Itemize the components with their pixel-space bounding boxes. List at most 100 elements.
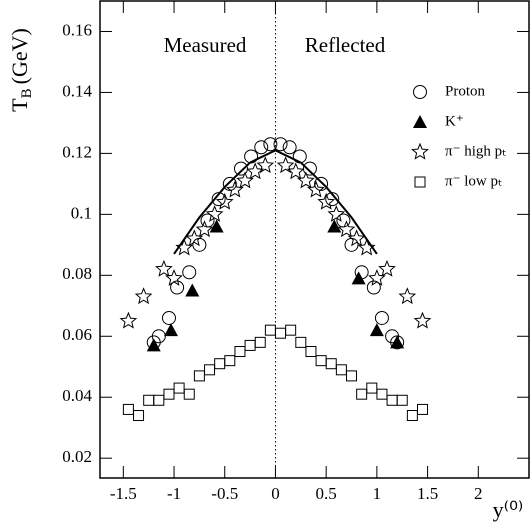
- x-tick-label: -0.5: [211, 484, 238, 503]
- marker-square: [204, 364, 216, 376]
- marker-square: [244, 339, 256, 351]
- y-label-unit: (GeV): [7, 28, 32, 84]
- x-tick-label: 1: [373, 484, 382, 503]
- marker-square: [254, 336, 266, 348]
- marker-square: [264, 324, 276, 336]
- marker-square: [406, 410, 418, 422]
- marker-square: [396, 394, 408, 406]
- marker-square: [325, 358, 337, 370]
- marker-circle: [273, 137, 288, 152]
- marker-triangle: [351, 271, 366, 285]
- y-tick-label: 0.14: [62, 81, 92, 100]
- x-tick-label: -1: [167, 484, 181, 503]
- legend-label: K⁺: [445, 113, 464, 129]
- marker-square: [193, 370, 205, 382]
- marker-star: [119, 311, 138, 329]
- marker-star: [297, 171, 315, 189]
- marker-square: [275, 327, 287, 339]
- marker-square: [153, 394, 165, 406]
- marker-triangle: [327, 219, 342, 233]
- marker-triangle: [185, 283, 200, 297]
- x-tick-label: 1.5: [417, 484, 438, 503]
- marker-star: [378, 259, 396, 277]
- marker-triangle: [369, 323, 384, 337]
- x-axis-label: y⁽⁰⁾: [493, 497, 524, 522]
- annotation: Reflected: [305, 33, 386, 57]
- marker-star: [357, 238, 376, 256]
- legend-label: π⁻ low pₜ: [445, 173, 502, 189]
- marker-square: [122, 403, 134, 415]
- marker-star: [327, 205, 346, 222]
- marker-star: [398, 287, 417, 305]
- marker-square: [305, 346, 317, 358]
- marker-square: [346, 370, 358, 382]
- marker-square: [417, 403, 429, 415]
- legend-label: π⁻ high pₜ: [445, 143, 507, 159]
- marker-square: [173, 382, 185, 394]
- marker-square: [335, 364, 347, 376]
- marker-star: [215, 192, 234, 210]
- marker-square: [285, 324, 297, 336]
- marker-square: [143, 394, 155, 406]
- marker-square: [295, 336, 307, 348]
- marker-circle: [314, 176, 329, 191]
- y-tick-label: 0.04: [62, 386, 92, 405]
- y-tick-label: 0.08: [62, 264, 92, 283]
- marker-circle: [151, 329, 166, 344]
- marker-circle: [366, 280, 381, 295]
- marker-circle: [182, 265, 197, 280]
- marker-circle: [170, 280, 185, 295]
- marker-circle: [263, 137, 278, 152]
- y-tick-label: 0.1: [71, 203, 92, 222]
- marker-star: [205, 205, 224, 222]
- x-tick-label: 2: [474, 484, 483, 503]
- x-tick-label: 0: [271, 484, 280, 503]
- marker-star: [256, 156, 275, 174]
- marker-circle: [161, 310, 176, 325]
- marker-star: [307, 180, 325, 198]
- marker-square: [376, 388, 388, 400]
- marker-star: [134, 287, 153, 305]
- y-tick-label: 0.02: [62, 447, 92, 466]
- plot-frame: [99, 0, 530, 479]
- fit-curve: [173, 149, 378, 255]
- marker-square: [224, 355, 236, 367]
- marker-square: [234, 346, 246, 358]
- marker-square: [356, 388, 368, 400]
- marker-star: [368, 269, 386, 286]
- marker-triangle: [209, 219, 224, 233]
- marker-star: [155, 259, 173, 277]
- marker-circle: [374, 310, 389, 325]
- legend-marker: [411, 142, 429, 160]
- annotation: Measured: [164, 33, 247, 57]
- y-tick-label: 0.12: [62, 142, 92, 161]
- marker-circle: [302, 161, 317, 176]
- marker-circle: [211, 192, 226, 207]
- y-axis-label: TB (GeV): [7, 28, 35, 112]
- marker-square: [386, 394, 398, 406]
- marker-star: [337, 220, 356, 238]
- marker-circle: [222, 176, 237, 191]
- marker-triangle: [390, 335, 405, 349]
- marker-star: [413, 311, 432, 329]
- marker-star: [195, 220, 214, 238]
- marker-triangle: [163, 323, 178, 337]
- marker-circle: [254, 140, 269, 155]
- x-tick-label: 0.5: [316, 484, 337, 503]
- marker-triangle: [146, 338, 161, 352]
- marker-square: [214, 358, 226, 370]
- marker-square: [366, 382, 378, 394]
- marker-square: [133, 410, 145, 422]
- marker-circle: [282, 140, 297, 155]
- legend-marker: [414, 176, 426, 188]
- legend-label: Proton: [445, 83, 486, 99]
- x-tick-label: -1.5: [110, 484, 137, 503]
- marker-star: [317, 192, 336, 210]
- marker-star: [276, 156, 295, 174]
- legend-marker: [413, 85, 427, 99]
- y-label-sub: B: [19, 88, 35, 98]
- marker-square: [183, 388, 195, 400]
- y-label-main: T: [7, 98, 32, 112]
- marker-circle: [325, 192, 340, 207]
